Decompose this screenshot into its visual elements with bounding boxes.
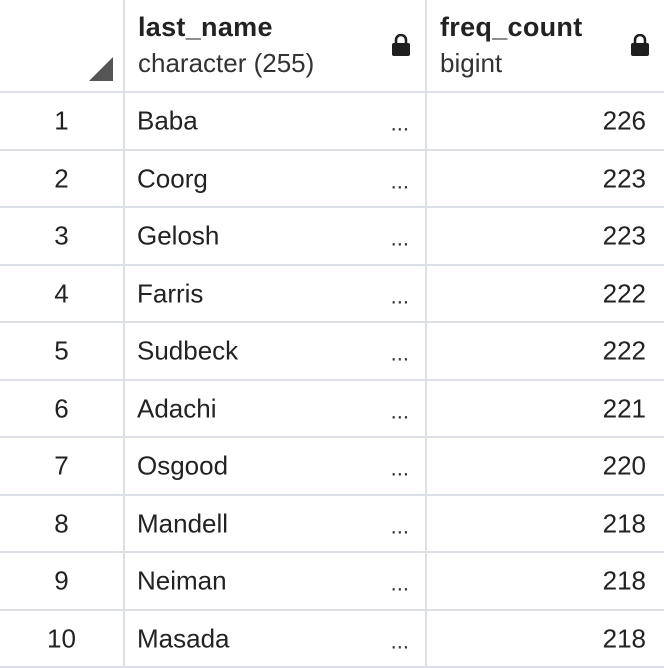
expand-ellipsis-button[interactable]: ... [390,628,409,654]
expand-ellipsis-button[interactable]: ... [390,110,409,136]
last-name-value: Sudbeck [137,335,239,366]
freq-count-value: 223 [602,220,646,251]
lock-icon [392,34,410,56]
column-type: bigint [440,48,503,78]
freq-count-value: 218 [602,508,646,538]
row-number[interactable]: 7 [0,438,125,496]
row-number-label: 8 [54,508,69,538]
freq-count-value: 218 [602,623,646,653]
row-number-label: 6 [54,393,69,423]
row-number-label: 1 [54,105,69,136]
last-name-cell[interactable]: Masada... [125,611,427,668]
column-header-last-name[interactable]: last_name character (255) [125,0,427,93]
row-number[interactable]: 4 [0,266,125,323]
column-name: freq_count [440,12,583,42]
row-number[interactable]: 1 [0,93,125,151]
freq-count-value: 222 [602,335,646,366]
last-name-value: Farris [137,278,204,308]
lock-icon [631,34,649,56]
freq-count-cell[interactable]: 223 [427,208,664,266]
last-name-cell[interactable]: Sudbeck... [125,323,427,381]
expand-ellipsis-button[interactable]: ... [390,570,409,596]
column-name: last_name [138,12,273,42]
freq-count-cell[interactable]: 226 [427,93,664,151]
freq-count-value: 222 [602,278,646,308]
row-number-label: 2 [54,163,69,193]
row-number-label: 10 [47,623,76,653]
expand-ellipsis-button[interactable]: ... [390,340,409,366]
row-number[interactable]: 2 [0,151,125,208]
last-name-value: Masada [137,623,230,653]
freq-count-value: 223 [602,163,646,193]
freq-count-cell[interactable]: 218 [427,553,664,611]
last-name-cell[interactable]: Baba... [125,93,427,151]
last-name-cell[interactable]: Farris... [125,266,427,323]
column-header-freq-count[interactable]: freq_count bigint [427,0,664,93]
freq-count-cell[interactable]: 222 [427,323,664,381]
expand-ellipsis-button[interactable]: ... [390,455,409,481]
freq-count-value: 226 [602,105,646,136]
last-name-cell[interactable]: Osgood... [125,438,427,496]
freq-count-cell[interactable]: 222 [427,266,664,323]
freq-count-cell[interactable]: 218 [427,611,664,668]
select-all-corner[interactable] [0,0,125,93]
freq-count-value: 218 [602,565,646,596]
last-name-value: Gelosh [137,220,220,251]
last-name-cell[interactable]: Adachi... [125,381,427,438]
expand-ellipsis-button[interactable]: ... [390,168,409,194]
row-number-label: 9 [54,565,69,596]
last-name-cell[interactable]: Gelosh... [125,208,427,266]
last-name-value: Coorg [137,163,208,193]
row-number[interactable]: 10 [0,611,125,668]
last-name-value: Baba [137,105,198,136]
expand-ellipsis-button[interactable]: ... [390,225,409,251]
row-number[interactable]: 5 [0,323,125,381]
row-number[interactable]: 8 [0,496,125,553]
freq-count-value: 220 [602,450,646,481]
last-name-value: Adachi [137,393,217,423]
freq-count-value: 221 [602,393,646,423]
select-all-triangle-icon[interactable] [89,57,113,81]
row-number[interactable]: 3 [0,208,125,266]
expand-ellipsis-button[interactable]: ... [390,398,409,424]
expand-ellipsis-button[interactable]: ... [390,513,409,539]
row-number-label: 5 [54,335,69,366]
last-name-value: Mandell [137,508,229,538]
row-number[interactable]: 9 [0,553,125,611]
last-name-cell[interactable]: Coorg... [125,151,427,208]
last-name-cell[interactable]: Neiman... [125,553,427,611]
row-number[interactable]: 6 [0,381,125,438]
freq-count-cell[interactable]: 221 [427,381,664,438]
row-number-label: 3 [54,220,69,251]
freq-count-cell[interactable]: 223 [427,151,664,208]
row-number-label: 4 [54,278,69,308]
freq-count-cell[interactable]: 218 [427,496,664,553]
last-name-value: Neiman [137,565,227,596]
freq-count-cell[interactable]: 220 [427,438,664,496]
expand-ellipsis-button[interactable]: ... [390,283,409,309]
last-name-value: Osgood [137,450,229,481]
row-number-label: 7 [54,450,69,481]
last-name-cell[interactable]: Mandell... [125,496,427,553]
column-type: character (255) [138,48,315,78]
